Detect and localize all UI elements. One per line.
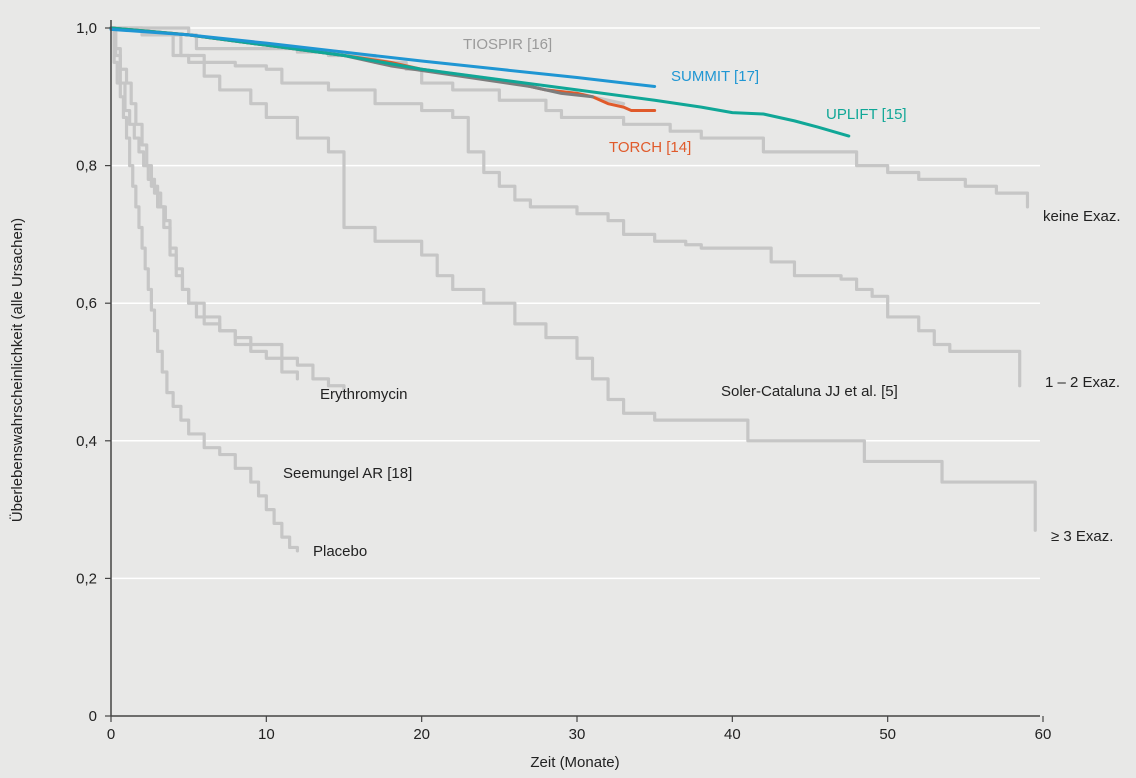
y-tick-label: 1,0 bbox=[76, 20, 97, 37]
annotation-tiospir-16: TIOSPIR [16] bbox=[463, 36, 552, 53]
annotation-uplift-15: UPLIFT [15] bbox=[826, 106, 907, 123]
x-tick-label: 50 bbox=[879, 726, 896, 743]
annotation-summit-17: SUMMIT [17] bbox=[671, 68, 759, 85]
x-tick-label: 30 bbox=[569, 726, 586, 743]
x-tick-label: 60 bbox=[1035, 726, 1052, 743]
x-ticks: 0 10 20 30 40 50 60 bbox=[107, 716, 1052, 743]
x-tick-label: 0 bbox=[107, 726, 115, 743]
x-tick-label: 40 bbox=[724, 726, 741, 743]
series-line-3-exaz bbox=[109, 26, 1037, 532]
annotations: TIOSPIR [16] SUMMIT [17] UPLIFT [15] TORCH … bbox=[283, 36, 1121, 560]
annotation-keine-exaz: keine Exaz. bbox=[1043, 208, 1121, 225]
series-line-seemungel-ar-18 bbox=[109, 26, 299, 553]
annotation-3-exaz: ≥ 3 Exaz. bbox=[1051, 528, 1113, 545]
series-line-summit-17 bbox=[109, 27, 657, 88]
series-line-placebo bbox=[109, 26, 299, 381]
series-group bbox=[109, 26, 1037, 553]
annotation-erythromycin: Erythromycin bbox=[320, 386, 408, 403]
series-line-uplift-15 bbox=[109, 26, 851, 138]
y-tick-label: 0,2 bbox=[76, 570, 97, 587]
y-tick-label: 0,8 bbox=[76, 158, 97, 175]
x-axis-label: Zeit (Monate) bbox=[530, 754, 619, 771]
series-line-1-2-exaz bbox=[109, 26, 1022, 388]
y-axis-label: Überlebenswahrscheinlichkeit (alle Ursac… bbox=[8, 218, 26, 522]
x-tick-label: 20 bbox=[413, 726, 430, 743]
annotation-torch-14: TORCH [14] bbox=[609, 139, 691, 156]
annotation-1-2-exaz: 1 – 2 Exaz. bbox=[1045, 374, 1120, 391]
x-tick-label: 10 bbox=[258, 726, 275, 743]
y-ticks: 0 0,2 0,4 0,6 0,8 1,0 bbox=[76, 20, 111, 725]
annotation-soler-cataluna-jj-et-al-5: Soler-Cataluna JJ et al. [5] bbox=[721, 383, 898, 400]
y-tick-label: 0 bbox=[89, 708, 97, 725]
series-line-erythromycin bbox=[109, 26, 346, 391]
annotation-seemungel-ar-18: Seemungel AR [18] bbox=[283, 465, 412, 482]
grid-lines bbox=[111, 27, 1040, 580]
annotation-placebo: Placebo bbox=[313, 543, 367, 560]
y-tick-label: 0,4 bbox=[76, 433, 97, 450]
y-tick-label: 0,6 bbox=[76, 295, 97, 312]
